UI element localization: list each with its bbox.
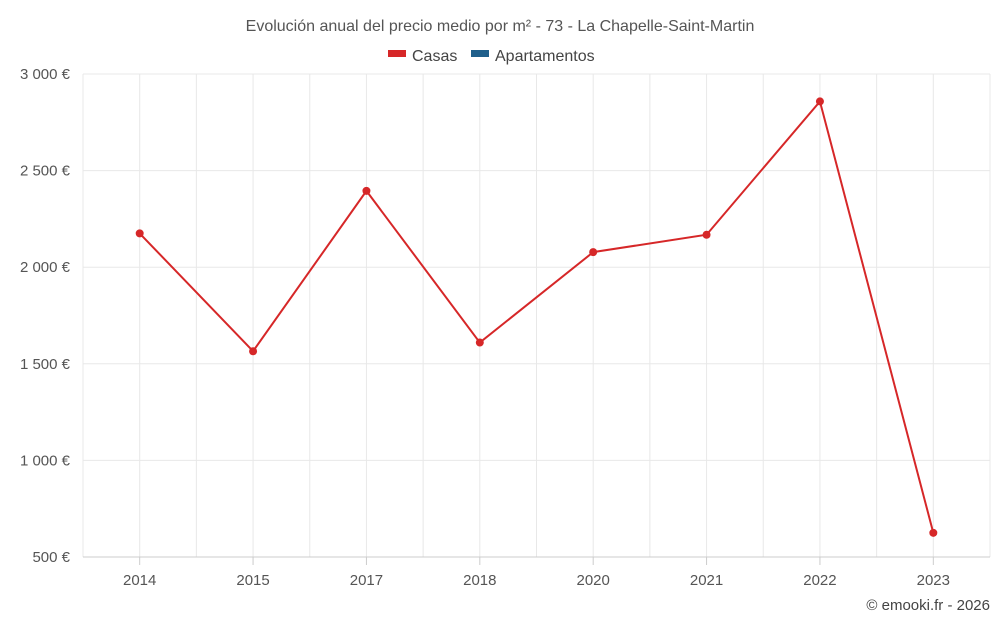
data-point-casas[interactable] [929, 528, 938, 537]
series-line-casas [138, 99, 935, 534]
grid [82, 73, 991, 557]
data-point-casas[interactable] [702, 230, 711, 239]
data-point-casas[interactable] [589, 248, 598, 257]
x-tick-label: 2015 [236, 572, 269, 589]
legend-swatch-casas [388, 50, 406, 57]
x-tick-label: 2022 [803, 572, 836, 589]
chart-title: Evolución anual del precio medio por m² … [246, 18, 755, 35]
x-tick-label: 2018 [463, 572, 496, 589]
legend-item-casas[interactable]: Casas [388, 48, 457, 65]
legend: Casas Apartamentos [388, 48, 595, 65]
y-tick-label: 1 000 € [20, 452, 71, 469]
y-tick-label: 500 € [32, 549, 70, 566]
legend-swatch-apartamentos [471, 50, 489, 57]
y-tick-label: 2 500 € [20, 163, 71, 180]
data-point-casas[interactable] [815, 97, 824, 106]
x-tick-label: 2020 [577, 572, 610, 589]
legend-item-apartamentos[interactable]: Apartamentos [471, 48, 595, 65]
y-tick-label: 3 000 € [20, 66, 71, 83]
legend-label-apartamentos: Apartamentos [495, 48, 595, 65]
credit-text: © emooki.fr - 2026 [866, 597, 990, 614]
x-tick-label: 2023 [917, 572, 950, 589]
data-point-casas[interactable] [135, 229, 144, 238]
axes: 500 € 1 000 € 1 500 € 2 000 € 2 500 € 3 000 €… [20, 66, 990, 589]
x-tick-label: 2017 [350, 572, 383, 589]
y-tick-label: 1 500 € [20, 356, 71, 373]
x-tick-label: 2021 [690, 572, 723, 589]
x-tick-label: 2014 [123, 572, 156, 589]
data-point-casas[interactable] [362, 186, 371, 195]
data-point-casas[interactable] [475, 338, 484, 347]
legend-label-casas: Casas [412, 48, 457, 65]
data-point-casas[interactable] [249, 347, 258, 356]
series-casas [135, 97, 938, 537]
y-tick-label: 2 000 € [20, 259, 71, 276]
